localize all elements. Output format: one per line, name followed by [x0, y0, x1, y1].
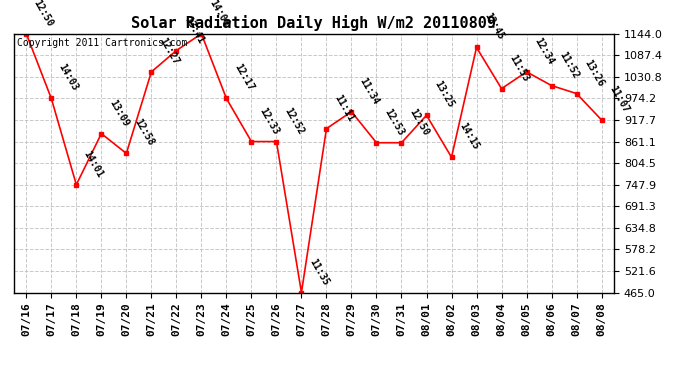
Title: Solar Radiation Daily High W/m2 20110809: Solar Radiation Daily High W/m2 20110809 [132, 15, 496, 31]
Text: 14:01: 14:01 [82, 149, 106, 179]
Text: 13:41: 13:41 [182, 15, 206, 45]
Text: 11:52: 11:52 [557, 50, 580, 80]
Text: 11:53: 11:53 [507, 53, 531, 83]
Text: 12:17: 12:17 [232, 63, 255, 93]
Text: 14:15: 14:15 [457, 121, 480, 152]
Text: 11:34: 11:34 [357, 76, 380, 106]
Text: 12:34: 12:34 [532, 36, 555, 66]
Text: 11:07: 11:07 [607, 84, 631, 114]
Text: 12:45: 12:45 [482, 12, 506, 42]
Text: 13:26: 13:26 [582, 58, 606, 88]
Text: Copyright 2011 Cartronics.com: Copyright 2011 Cartronics.com [17, 38, 187, 48]
Text: 12:27: 12:27 [157, 36, 180, 66]
Text: 12:53: 12:53 [382, 107, 406, 137]
Text: 12:50: 12:50 [32, 0, 55, 28]
Text: 13:25: 13:25 [432, 79, 455, 110]
Text: 14:08: 14:08 [207, 0, 230, 28]
Text: 11:11: 11:11 [332, 93, 355, 123]
Text: 11:35: 11:35 [307, 256, 331, 287]
Text: 12:52: 12:52 [282, 105, 306, 136]
Text: 12:50: 12:50 [407, 107, 431, 137]
Text: 12:58: 12:58 [132, 117, 155, 148]
Text: 12:33: 12:33 [257, 105, 280, 136]
Text: 13:09: 13:09 [107, 98, 130, 128]
Text: 14:03: 14:03 [57, 63, 80, 93]
